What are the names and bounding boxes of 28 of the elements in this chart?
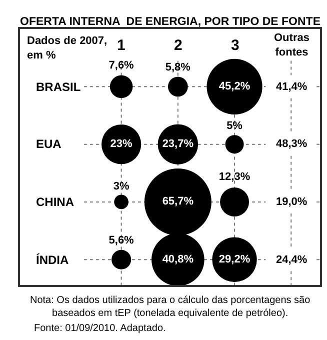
category-label: EUA: [36, 137, 62, 151]
category-label: BRASIL: [36, 80, 81, 94]
text: OFERTA INTERNA DE ENERGIA, POR TIPO DE FONTE: [20, 16, 321, 28]
category-label: Outras fontes: [274, 32, 310, 58]
source-note: Fonte: 01/09/2010. Adaptado.: [34, 323, 166, 334]
data-label: 7,6%: [108, 60, 134, 72]
category-label: 3: [231, 37, 240, 54]
data-label: 19,0%: [276, 196, 308, 208]
data-label: 65,7%: [162, 196, 194, 208]
category-label: CHINA: [36, 195, 74, 209]
data-label: 24,4%: [276, 254, 308, 266]
data-label: 40,8%: [162, 253, 194, 266]
data-label: 45,2%: [218, 80, 250, 92]
data-label: 5,6%: [108, 234, 134, 247]
data-label: 48,3%: [276, 138, 308, 150]
data-label: 41,4%: [276, 81, 308, 93]
category-label: 2: [174, 37, 182, 54]
text: Dados de 2007, em %: [27, 35, 108, 62]
data-label: 23,7%: [162, 138, 194, 150]
data-label: 5%: [226, 120, 243, 132]
text: Nota: Os dados utilizados para o cálculo das porcentagens são baseados em tEP (tonelada equivalente de petróleo).: [30, 295, 311, 319]
data-label: 23%: [110, 138, 133, 150]
data-label: 29,2%: [218, 253, 250, 266]
category-label: ÍNDIA: [36, 253, 69, 267]
data-label: 12,3%: [218, 171, 250, 184]
category-label: 1: [117, 37, 126, 54]
data-label: 5,8%: [165, 61, 191, 74]
data-label: 3%: [113, 180, 130, 192]
